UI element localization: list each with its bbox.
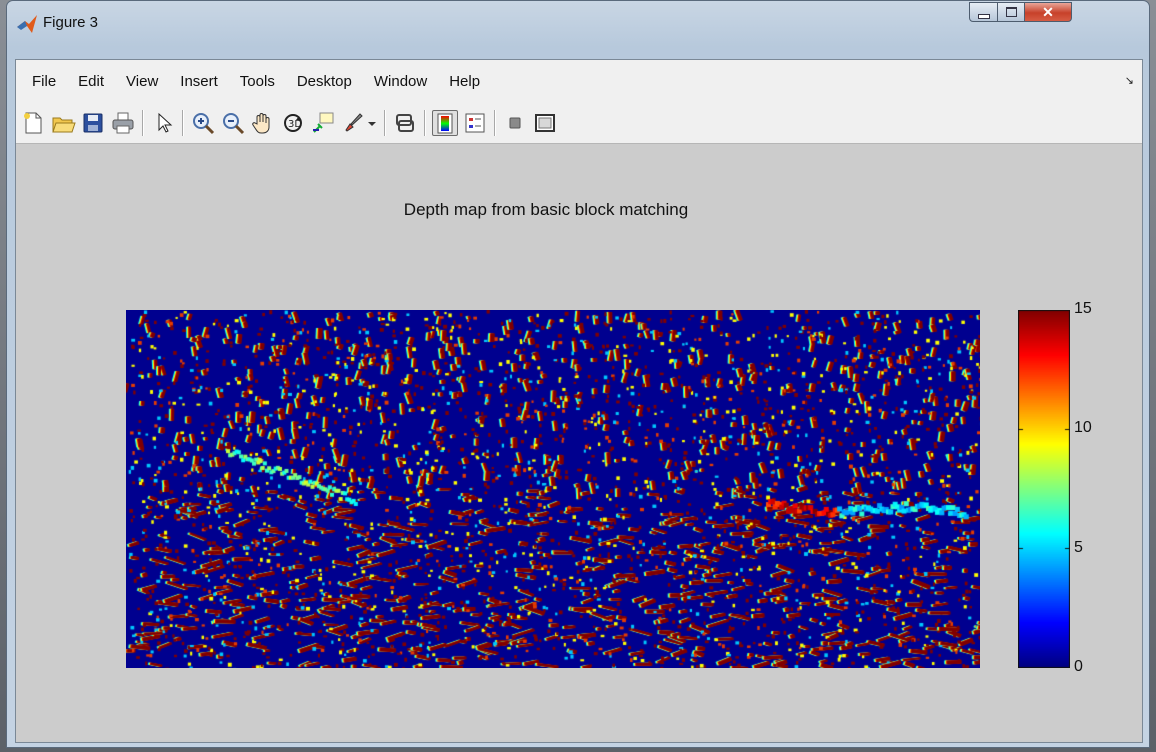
colorbar-tick-10: 10 [1074,419,1092,437]
edit-plot-arrow-icon[interactable] [150,110,176,136]
pan-hand-icon[interactable] [250,110,276,136]
menu-file[interactable]: File [32,72,57,90]
menu-edit[interactable]: Edit [78,72,105,90]
insert-legend-icon[interactable] [462,110,488,136]
show-plot-tools-icon[interactable] [532,110,558,136]
brush-icon[interactable] [340,110,366,136]
plot-title: Depth map from basic block matching [403,200,689,219]
hide-plot-tools-icon[interactable] [502,110,528,136]
figure-window: Figure 3 ✕ File Edit View Insert Tools D… [6,0,1150,748]
maximize-button[interactable] [997,2,1025,22]
dock-figure-icon[interactable]: ↘ [1124,75,1134,87]
maximize-icon [1005,7,1017,17]
window-title: Figure 3 [43,14,99,31]
colorbar-tick-5: 5 [1074,538,1083,556]
title-bar[interactable]: Figure 3 ✕ [7,1,1149,45]
minimize-icon [977,13,990,19]
rotate-3d-icon[interactable]: 3D [280,110,306,136]
axes-area: Depth map from basic block matching 15 1… [16,144,1142,742]
menu-bar: File Edit View Insert Tools Desktop Wind… [16,60,1142,102]
zoom-in-icon[interactable] [190,110,216,136]
menu-desktop[interactable]: Desktop [296,72,352,90]
data-cursor-icon[interactable] [310,110,336,136]
depth-map-image[interactable] [126,310,980,668]
menu-insert[interactable]: Insert [180,72,218,90]
colorbar-tick-0: 0 [1074,658,1083,676]
print-icon[interactable] [110,110,136,136]
matlab-icon [17,15,37,33]
menu-tools[interactable]: Tools [239,72,275,90]
save-icon[interactable] [80,110,106,136]
zoom-out-icon[interactable] [220,110,246,136]
minimize-button[interactable] [969,2,998,22]
colorbar-tick-labels: 15 10 5 0 [1074,300,1114,675]
open-file-icon[interactable] [50,110,76,136]
menu-window[interactable]: Window [373,72,428,90]
menu-help[interactable]: Help [449,72,481,90]
close-icon: ✕ [1042,3,1054,20]
new-figure-icon[interactable] [20,110,46,136]
figure-toolbar: 3D [16,102,1142,144]
close-button[interactable]: ✕ [1024,2,1072,22]
svg-text:3D: 3D [288,119,302,130]
colorbar-tick-15: 15 [1074,300,1092,318]
brush-dropdown-icon[interactable] [365,110,379,136]
colorbar[interactable] [1018,310,1070,668]
link-plot-icon[interactable] [392,110,418,136]
insert-colorbar-icon[interactable] [432,110,458,136]
figure-client-area: File Edit View Insert Tools Desktop Wind… [15,59,1143,743]
menu-view[interactable]: View [126,72,159,90]
